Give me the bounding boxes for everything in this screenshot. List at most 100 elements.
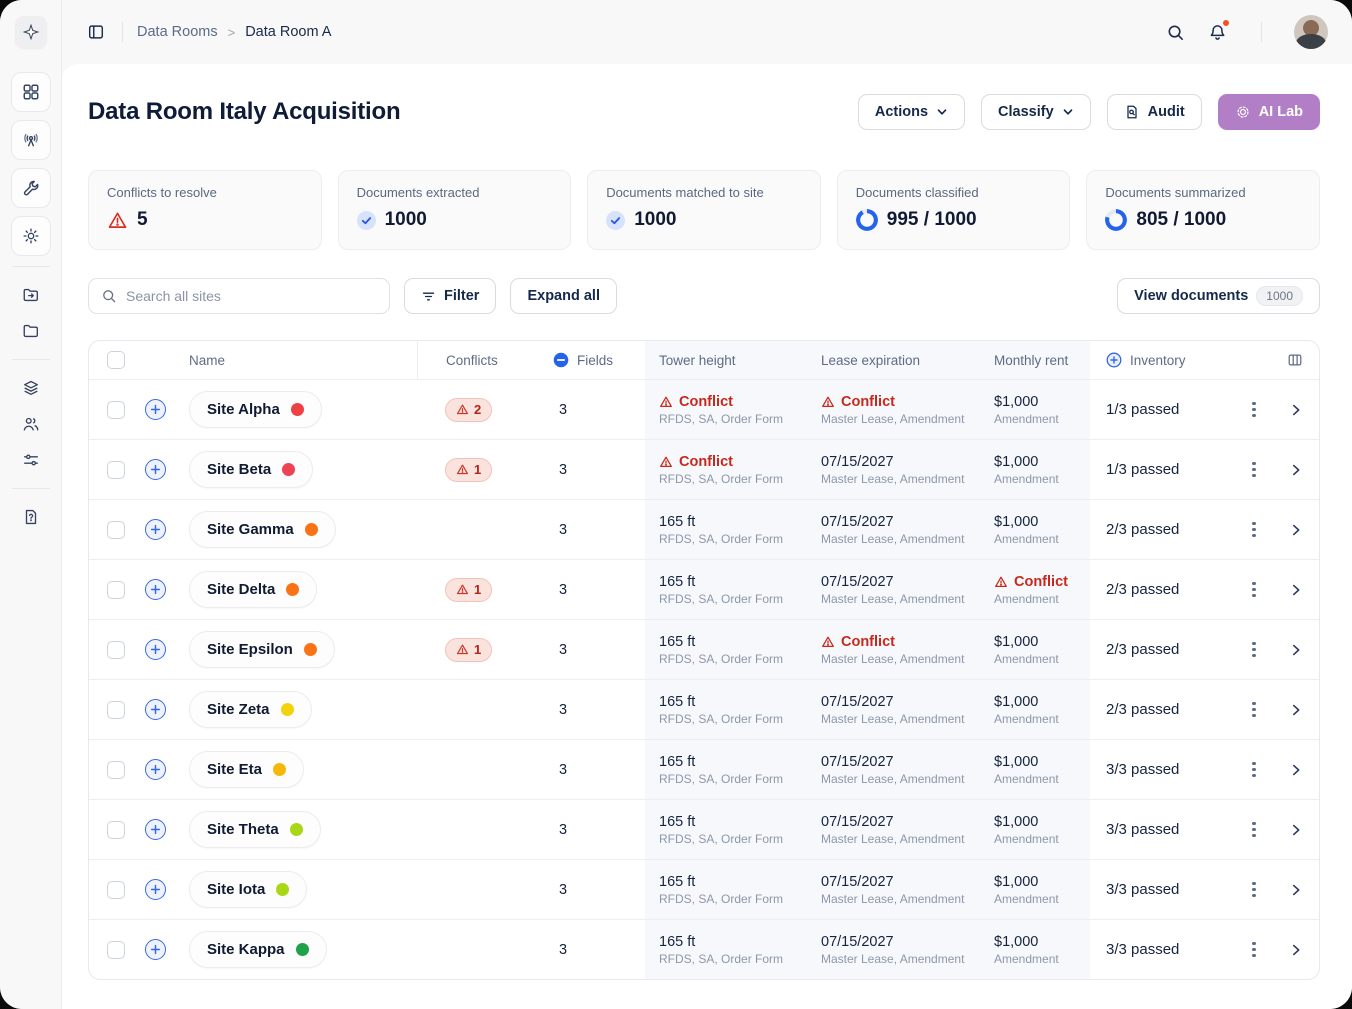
row-expand-button[interactable] — [145, 579, 166, 600]
row-open-button[interactable] — [1288, 882, 1304, 898]
site-pill[interactable]: Site Kappa — [189, 931, 327, 968]
row-expand-button[interactable] — [145, 939, 166, 960]
column-header-lease-expiration[interactable]: Lease expiration — [807, 341, 980, 379]
row-checkbox[interactable] — [107, 400, 125, 419]
row-open-button[interactable] — [1288, 822, 1304, 838]
row-menu-button[interactable] — [1248, 938, 1259, 962]
view-documents-button[interactable]: View documents 1000 — [1117, 278, 1320, 314]
audit-button[interactable]: Audit — [1106, 94, 1202, 130]
sidebar-item-folders[interactable] — [11, 313, 51, 349]
column-header-tower-height[interactable]: Tower height — [645, 341, 807, 379]
fields-count: 3 — [559, 401, 568, 418]
site-pill[interactable]: Site Alpha — [189, 391, 322, 428]
select-all-checkbox[interactable] — [107, 351, 125, 369]
site-pill[interactable]: Site Eta — [189, 751, 305, 788]
chevron-right-icon — [1292, 644, 1300, 655]
site-pill[interactable]: Site Theta — [189, 811, 321, 848]
tower-height-sources: RFDS, SA, Order Form — [659, 951, 784, 966]
row-checkbox[interactable] — [107, 640, 125, 659]
row-open-button[interactable] — [1288, 642, 1304, 658]
ai-gear-icon — [1237, 106, 1249, 118]
sidebar-item-shared-folders[interactable] — [11, 277, 51, 313]
row-menu-button[interactable] — [1248, 698, 1259, 722]
actions-button[interactable]: Actions — [857, 94, 966, 130]
row-menu-button[interactable] — [1248, 818, 1259, 842]
row-expand-button[interactable] — [145, 399, 166, 420]
row-checkbox[interactable] — [107, 520, 125, 539]
row-open-button[interactable] — [1288, 702, 1304, 718]
site-pill[interactable]: Site Gamma — [189, 511, 336, 548]
row-open-button[interactable] — [1288, 942, 1304, 958]
monthly-rent-cell: Conflict Amendment — [994, 574, 1068, 606]
row-expand-button[interactable] — [145, 879, 166, 900]
row-menu-button[interactable] — [1248, 458, 1259, 482]
site-pill[interactable]: Site Zeta — [189, 691, 312, 728]
column-header-monthly-rent[interactable]: Monthly rent — [980, 341, 1090, 379]
sidebar-item-team[interactable] — [11, 406, 51, 442]
row-open-button[interactable] — [1288, 462, 1304, 478]
row-checkbox[interactable] — [107, 700, 125, 719]
sidebar-divider — [11, 266, 50, 267]
filter-button[interactable]: Filter — [404, 278, 497, 314]
row-menu-button[interactable] — [1248, 878, 1259, 902]
sidebar-item-sites[interactable] — [10, 120, 51, 160]
row-checkbox[interactable] — [107, 580, 125, 599]
site-pill[interactable]: Site Beta — [189, 451, 314, 488]
tower-height-cell: Conflict RFDS, SA, Order Form — [659, 454, 783, 486]
row-expand-button[interactable] — [145, 759, 166, 780]
sidebar-item-preferences[interactable] — [11, 442, 51, 478]
sidebar-item-help[interactable] — [11, 499, 51, 535]
ai-lab-button[interactable]: AI Lab — [1217, 94, 1320, 130]
row-expand-button[interactable] — [145, 639, 166, 660]
fields-count: 3 — [559, 581, 568, 598]
conflict-count-badge[interactable]: 1 — [445, 637, 493, 662]
tower-height-value: 165 ft — [659, 693, 696, 710]
row-expand-button[interactable] — [145, 459, 166, 480]
site-status-dot — [303, 643, 317, 656]
site-pill[interactable]: Site Iota — [189, 871, 308, 908]
row-menu-button[interactable] — [1248, 578, 1259, 602]
row-menu-button[interactable] — [1248, 518, 1259, 542]
columns-icon[interactable] — [1287, 352, 1303, 368]
row-open-button[interactable] — [1288, 522, 1304, 538]
sidebar-item-layers[interactable] — [11, 370, 51, 406]
row-checkbox[interactable] — [107, 760, 125, 779]
breadcrumb-data-rooms[interactable]: Data Rooms — [137, 24, 218, 40]
row-checkbox[interactable] — [107, 880, 125, 899]
minus-circle-icon — [553, 352, 569, 368]
stat-value: 1000 — [384, 209, 427, 230]
site-pill[interactable]: Site Delta — [189, 571, 318, 608]
conflict-count-badge[interactable]: 2 — [445, 397, 493, 422]
row-open-button[interactable] — [1288, 582, 1304, 598]
sidebar-item-tools[interactable] — [10, 168, 51, 208]
row-expand-button[interactable] — [145, 519, 166, 540]
column-header-inventory[interactable]: Inventory — [1090, 341, 1235, 379]
help-doc-icon — [25, 509, 36, 525]
row-checkbox[interactable] — [107, 940, 125, 959]
sidebar-item-settings[interactable] — [10, 216, 51, 256]
column-header-fields[interactable]: Fields — [535, 341, 645, 379]
conflict-count-badge[interactable]: 1 — [445, 577, 493, 602]
sidebar-item-dashboard[interactable] — [10, 72, 51, 112]
row-expand-button[interactable] — [145, 819, 166, 840]
conflict-count-badge[interactable]: 1 — [445, 457, 493, 482]
classify-button[interactable]: Classify — [981, 94, 1091, 130]
row-menu-button[interactable] — [1248, 398, 1259, 422]
row-checkbox[interactable] — [107, 820, 125, 839]
search-button[interactable] — [1163, 20, 1187, 44]
row-expand-button[interactable] — [145, 699, 166, 720]
row-open-button[interactable] — [1288, 762, 1304, 778]
row-open-button[interactable] — [1288, 402, 1304, 418]
row-menu-button[interactable] — [1248, 638, 1259, 662]
user-avatar[interactable] — [1294, 15, 1328, 49]
app-logo[interactable] — [14, 16, 47, 48]
row-menu-button[interactable] — [1248, 758, 1259, 782]
site-pill[interactable]: Site Epsilon — [189, 631, 335, 668]
panel-toggle-button[interactable] — [84, 20, 108, 44]
expand-all-button[interactable]: Expand all — [510, 278, 617, 314]
search-sites-input[interactable] — [126, 288, 377, 304]
row-checkbox[interactable] — [107, 460, 125, 479]
column-header-name[interactable]: Name — [189, 352, 226, 368]
column-header-conflicts[interactable]: Conflicts — [417, 341, 535, 379]
notifications-button[interactable] — [1205, 19, 1230, 44]
